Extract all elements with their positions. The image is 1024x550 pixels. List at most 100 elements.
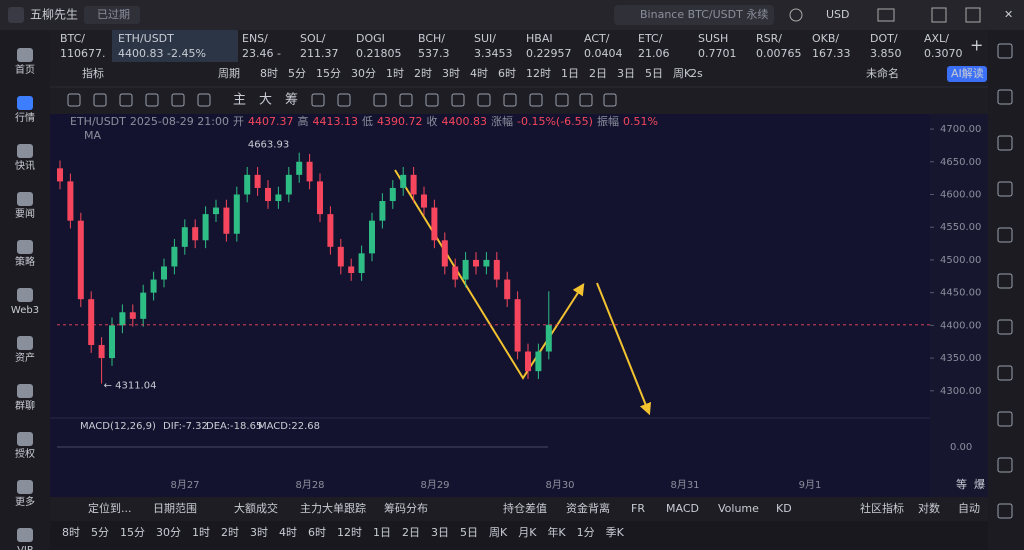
- side-icon[interactable]: [997, 227, 1013, 243]
- timeframe[interactable]: 周K: [673, 67, 692, 80]
- draw-tool[interactable]: 大: [259, 93, 272, 108]
- indicator-tab[interactable]: 定位到...: [88, 501, 132, 515]
- tool-icon[interactable]: [337, 93, 351, 107]
- indicator-tab[interactable]: 社区指标: [860, 501, 904, 515]
- axis-button[interactable]: 爆: [974, 477, 985, 491]
- timeframe[interactable]: 周K: [489, 526, 508, 539]
- timeframe[interactable]: 2日: [589, 67, 607, 80]
- nav-icon[interactable]: [17, 240, 33, 254]
- ticker-symbol[interactable]: SOL/: [300, 32, 326, 45]
- period-button[interactable]: 周期: [218, 67, 240, 80]
- nav-icon[interactable]: [17, 288, 33, 302]
- nav-label[interactable]: 快讯: [15, 160, 35, 172]
- tool-icon[interactable]: [529, 93, 543, 107]
- layout-name[interactable]: 未命名: [866, 66, 899, 80]
- side-icon[interactable]: [997, 411, 1013, 427]
- timeframe[interactable]: 季K: [606, 526, 625, 539]
- nav-label[interactable]: Web3: [11, 305, 39, 316]
- side-icon[interactable]: [997, 365, 1013, 381]
- timeframe[interactable]: 1时: [192, 526, 210, 539]
- nav-label[interactable]: VIP: [17, 545, 33, 550]
- draw-tool[interactable]: 筹: [285, 92, 298, 108]
- timeframe[interactable]: 3时: [442, 67, 460, 80]
- ticker-symbol[interactable]: AXL/: [924, 32, 949, 45]
- timeframe[interactable]: 5分: [91, 526, 109, 539]
- axis-button[interactable]: 等: [956, 477, 967, 491]
- nav-label[interactable]: 要闻: [15, 207, 35, 220]
- timeframe[interactable]: 5分: [288, 67, 306, 80]
- tool-icon[interactable]: [503, 93, 517, 107]
- side-icon[interactable]: [997, 457, 1013, 473]
- tool-icon[interactable]: [555, 93, 569, 107]
- timeframe[interactable]: 3日: [431, 526, 449, 539]
- indicator-tab[interactable]: MACD: [666, 502, 699, 515]
- tool-icon[interactable]: [399, 93, 413, 107]
- ticker-symbol[interactable]: RSR/: [756, 32, 782, 45]
- nav-icon[interactable]: [17, 336, 33, 350]
- tool-icon[interactable]: [67, 93, 81, 107]
- nav-icon[interactable]: [17, 48, 33, 62]
- ticker-symbol[interactable]: ETC/: [638, 32, 663, 45]
- tool-icon[interactable]: [603, 93, 617, 107]
- indicator-tab[interactable]: 持仓差值: [503, 501, 547, 515]
- tool-icon[interactable]: [119, 93, 133, 107]
- side-icon[interactable]: [997, 319, 1013, 335]
- ai-button-bg[interactable]: [947, 66, 987, 82]
- timeframe[interactable]: 1时: [386, 67, 404, 80]
- drawn-arrow[interactable]: [596, 282, 652, 416]
- mail-icon[interactable]: [877, 8, 895, 22]
- bell-icon[interactable]: [789, 8, 803, 22]
- indicator-tab[interactable]: FR: [631, 502, 645, 515]
- add-ticker[interactable]: +: [970, 36, 983, 55]
- tool-icon[interactable]: [93, 93, 107, 107]
- indicator-tab[interactable]: 对数: [918, 501, 940, 515]
- timeframe[interactable]: 6时: [498, 67, 516, 80]
- side-icon[interactable]: [997, 135, 1013, 151]
- nav-label[interactable]: 策略: [15, 255, 35, 268]
- indicator-tab[interactable]: 大额成交: [234, 501, 278, 515]
- ticker-symbol[interactable]: HBAI: [526, 32, 553, 45]
- timeframe[interactable]: 15分: [120, 526, 145, 539]
- indicator-tab[interactable]: 资金背离: [566, 501, 610, 515]
- ticker-symbol[interactable]: DOGI: [356, 32, 385, 45]
- nav-label[interactable]: 授权: [15, 447, 35, 460]
- tool-icon[interactable]: [171, 93, 185, 107]
- side-icon[interactable]: [997, 43, 1013, 59]
- timeframe[interactable]: 4时: [279, 526, 297, 539]
- timeframe[interactable]: 2时: [414, 67, 432, 80]
- indicator-tab[interactable]: KD: [776, 502, 792, 515]
- nav-icon[interactable]: [17, 384, 33, 398]
- tool-icon[interactable]: [311, 93, 325, 107]
- timeframe[interactable]: 2时: [221, 526, 239, 539]
- nav-label[interactable]: 行情: [15, 111, 35, 124]
- nav-label[interactable]: 资产: [15, 351, 35, 364]
- logo[interactable]: [8, 7, 24, 23]
- tool-icon[interactable]: [579, 93, 593, 107]
- search-box[interactable]: [614, 5, 774, 25]
- nav-label[interactable]: 群聊: [15, 399, 35, 412]
- nav-icon[interactable]: [17, 528, 33, 542]
- side-icon[interactable]: [997, 181, 1013, 197]
- nav-icon[interactable]: [17, 144, 33, 158]
- currency[interactable]: USD: [826, 8, 850, 21]
- timeframe[interactable]: 5日: [460, 526, 478, 539]
- nav-icon[interactable]: [17, 480, 33, 494]
- timeframe[interactable]: 1分: [577, 526, 595, 539]
- nav-label[interactable]: 更多: [15, 495, 35, 508]
- side-icon[interactable]: [997, 503, 1013, 519]
- indicator-tab[interactable]: 日期范围: [153, 501, 197, 515]
- timeframe[interactable]: 8时: [260, 67, 278, 80]
- side-icon[interactable]: [997, 273, 1013, 289]
- nav-icon[interactable]: [17, 192, 33, 206]
- timeframe[interactable]: 15分: [316, 67, 341, 80]
- timeframe[interactable]: 5日: [645, 67, 663, 80]
- tool-icon[interactable]: [451, 93, 465, 107]
- tool-icon[interactable]: [373, 93, 387, 107]
- timeframe[interactable]: 2日: [402, 526, 420, 539]
- indicators-button[interactable]: 指标: [82, 66, 104, 80]
- ticker-symbol[interactable]: OKB/: [812, 32, 839, 45]
- timeframe[interactable]: 6时: [308, 526, 326, 539]
- timeframe[interactable]: 30分: [156, 526, 181, 539]
- maximize-icon[interactable]: [965, 7, 981, 23]
- indicator-tab[interactable]: 自动: [958, 502, 980, 515]
